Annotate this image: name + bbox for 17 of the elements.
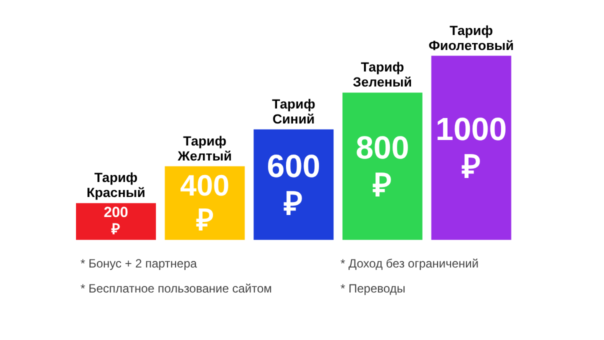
- bar: [431, 56, 512, 240]
- x-tick-label: Тариф Зеленый: [352, 60, 412, 90]
- data-label: 1000 ₽: [436, 110, 507, 185]
- data-label: 600 ₽: [266, 148, 320, 222]
- x-tick-label: Тариф Желтый: [176, 133, 232, 164]
- text: * Доход без ограничений: [340, 256, 479, 270]
- data-label: 800 ₽: [356, 129, 410, 204]
- data-label: 200 ₽: [104, 205, 128, 238]
- data-label: 400 ₽: [180, 169, 230, 237]
- text: * Бонус + 2 партнера: [80, 256, 198, 270]
- x-tick-label: Тариф Синий: [272, 96, 316, 126]
- bar: [76, 203, 156, 240]
- text: * Бесплатное пользование сайтом: [80, 282, 272, 296]
- x-tick-label: Тариф Красный: [86, 170, 146, 200]
- text: * Переводы: [340, 282, 406, 296]
- bar: [342, 92, 422, 240]
- x-tick-label: Тариф Фиолетовый: [428, 22, 514, 53]
